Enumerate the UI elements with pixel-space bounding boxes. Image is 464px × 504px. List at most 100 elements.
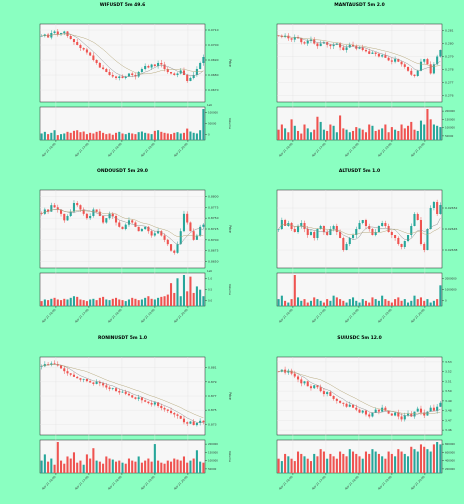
- candle-body: [423, 244, 426, 250]
- candle-body: [66, 371, 69, 374]
- candle-body: [50, 363, 53, 365]
- candle-body: [358, 47, 361, 49]
- volume-bar: [56, 135, 59, 140]
- candle-body: [121, 391, 124, 393]
- candle-body: [287, 370, 290, 373]
- volume-bar: [79, 460, 82, 473]
- candle-body: [432, 407, 435, 411]
- volume-bar: [43, 299, 46, 306]
- volume-bar: [166, 460, 169, 473]
- volume-bar: [160, 462, 163, 473]
- x-tick-label: Apr 21 18:00: [344, 308, 360, 324]
- candle-body: [176, 244, 179, 253]
- volume-bar: [280, 295, 283, 306]
- candle-body: [82, 209, 85, 214]
- volume-bar: [53, 297, 56, 306]
- candle-body: [426, 229, 429, 250]
- candle-body: [111, 388, 114, 389]
- candle-body: [345, 47, 348, 50]
- volume-bar: [300, 133, 303, 140]
- volume-bar: [351, 130, 355, 140]
- candle-body: [381, 55, 384, 57]
- candle-body: [290, 223, 293, 229]
- volume-bar: [108, 133, 111, 140]
- x-tick-label: Apr 21 16:00: [41, 475, 57, 491]
- candle-body: [195, 422, 198, 426]
- candle-body: [394, 59, 397, 62]
- candle-body: [439, 50, 442, 57]
- candle-body: [199, 63, 202, 69]
- volume-bar: [403, 128, 406, 140]
- volume-bar: [105, 456, 108, 473]
- volume-tick-label: 100000: [208, 111, 218, 115]
- candle-body: [179, 70, 182, 74]
- candle-body: [124, 224, 127, 229]
- x-tick-label: Apr 21 18:00: [107, 475, 123, 491]
- candle-body: [306, 381, 309, 387]
- volume-bar: [92, 448, 95, 473]
- x-tick-label: Apr 21 17:00: [311, 142, 327, 158]
- volume-axis-label: Volume: [228, 451, 232, 462]
- volume-bar: [40, 133, 43, 140]
- candle-body: [371, 52, 374, 54]
- volume-tick-label: 150000: [445, 117, 455, 121]
- volume-bar: [319, 449, 322, 473]
- candle-body: [403, 415, 406, 420]
- candle-body: [56, 207, 59, 210]
- volume-bar: [306, 128, 309, 140]
- volume-bar: [342, 128, 345, 140]
- candle-body: [306, 40, 309, 44]
- volume-bar: [134, 298, 137, 306]
- candle-body: [76, 203, 79, 206]
- candle-body: [53, 205, 56, 208]
- y-tick-label: 0.8725: [208, 227, 219, 231]
- candle-body: [59, 209, 63, 214]
- chart-title: ALTUSDT 5m 1.0: [339, 168, 380, 174]
- volume-bar: [182, 275, 186, 306]
- volume-bar: [316, 299, 319, 306]
- volume-bar: [309, 461, 313, 473]
- candle-body: [131, 395, 134, 398]
- candle-body: [147, 401, 150, 404]
- candle-body: [284, 220, 287, 226]
- candle-body: [339, 43, 342, 48]
- candle-body: [114, 388, 118, 392]
- price-panel: [276, 23, 443, 103]
- y-tick-label: 3.49: [445, 399, 452, 403]
- candle-body: [95, 209, 98, 212]
- candle-body: [423, 412, 426, 416]
- volume-bar: [329, 124, 332, 140]
- volume-bar: [429, 302, 432, 306]
- volume-bar: [118, 460, 121, 473]
- candle-body: [102, 216, 105, 223]
- volume-bar: [419, 120, 423, 140]
- candle-body: [144, 226, 147, 229]
- volume-bar: [309, 300, 313, 306]
- candle-body: [63, 31, 66, 33]
- candle-body: [329, 392, 332, 396]
- y-tick-label: 3.47: [445, 418, 452, 422]
- volume-bar: [98, 297, 101, 306]
- candle-body: [127, 73, 131, 77]
- candle-body: [429, 208, 432, 229]
- volume-bar: [134, 134, 137, 140]
- volume-bar: [410, 121, 413, 140]
- candle-body: [322, 226, 325, 232]
- volume-bar: [131, 460, 134, 473]
- candle-body: [186, 422, 189, 424]
- candle-body: [63, 368, 66, 372]
- chart-panel: RONINUSDT 5m 1.0 0.881 0.879 0.877 0.875 0.87…: [39, 335, 232, 491]
- candle-body: [192, 75, 195, 78]
- candle-body: [374, 52, 377, 54]
- candle-body: [144, 66, 147, 69]
- candle-body: [157, 402, 160, 406]
- volume-bar: [339, 115, 342, 140]
- y-tick-label: 3.51: [445, 379, 452, 383]
- volume-bar: [345, 302, 348, 306]
- candle-body: [397, 238, 400, 244]
- x-tick-label: Apr 21 19:00: [377, 142, 393, 158]
- candle-body: [59, 365, 63, 369]
- candle-body: [202, 57, 205, 63]
- volume-bar: [147, 133, 150, 140]
- volume-bar: [387, 300, 390, 306]
